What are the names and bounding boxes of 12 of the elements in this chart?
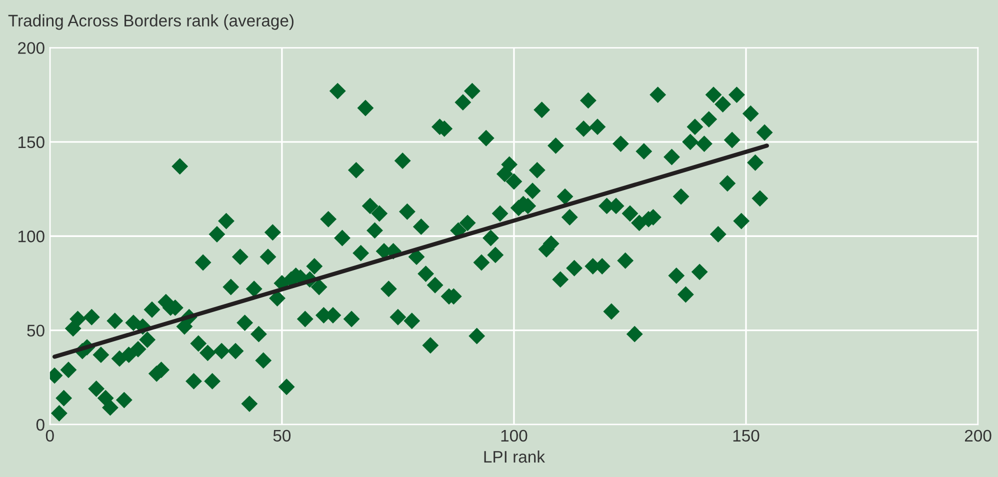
y-tick-label: 100	[18, 230, 44, 242]
y-tick-label: 150	[18, 136, 44, 148]
y-tick-label: 0	[36, 418, 44, 431]
x-tick-label: 50	[273, 430, 291, 442]
x-tick-label: 200	[964, 430, 992, 442]
y-axis-title: Trading Across Borders rank (average)	[8, 14, 294, 30]
x-tick-label: 150	[733, 430, 760, 442]
x-tick-label: 0	[46, 430, 54, 442]
y-tick-label: 50	[27, 324, 44, 337]
x-axis-title: LPI rank	[484, 450, 546, 463]
x-tick-label: 100	[501, 430, 528, 442]
y-tick-label: 200	[18, 42, 44, 54]
